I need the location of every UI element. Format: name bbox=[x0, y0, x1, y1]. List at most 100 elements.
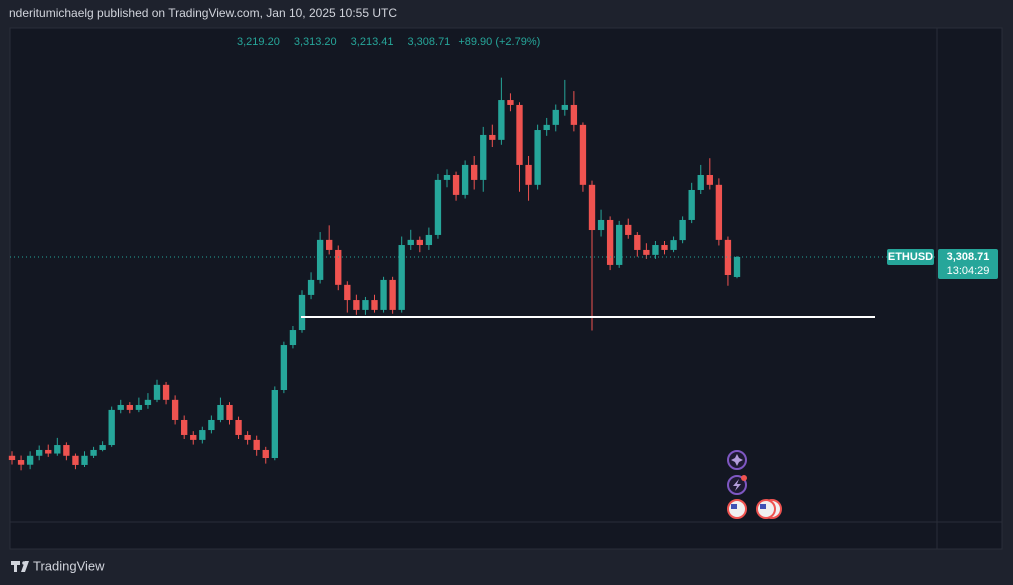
candle-body bbox=[253, 439, 260, 450]
brand-name: TradingView bbox=[33, 558, 105, 573]
candle-body bbox=[643, 249, 650, 255]
candle-body bbox=[380, 279, 387, 310]
candle-body bbox=[171, 399, 179, 420]
candle-body bbox=[425, 234, 433, 246]
candle-body bbox=[733, 256, 741, 277]
event-icon-glyph bbox=[733, 479, 741, 491]
candle-body bbox=[652, 245, 659, 255]
candle-body bbox=[561, 104, 568, 110]
candle-body bbox=[90, 449, 97, 456]
candle-body bbox=[298, 294, 306, 331]
candle-body bbox=[244, 434, 251, 440]
candle-body bbox=[570, 104, 578, 125]
candle-body bbox=[280, 345, 288, 390]
candle-body bbox=[235, 419, 242, 435]
candle-body bbox=[181, 419, 188, 435]
ohlc-value: 3,313.20 bbox=[294, 36, 337, 48]
candle-body bbox=[153, 384, 161, 400]
candle-body bbox=[199, 430, 206, 440]
candle-body bbox=[81, 455, 88, 465]
brand-logo-dot bbox=[22, 561, 26, 565]
flag-canton bbox=[731, 504, 737, 509]
candle-body bbox=[706, 174, 713, 185]
candle-body bbox=[525, 164, 532, 185]
candle-body bbox=[507, 100, 514, 105]
candle-body bbox=[217, 404, 224, 420]
candle-body bbox=[616, 224, 623, 265]
candle-body bbox=[190, 434, 197, 440]
candle-body bbox=[443, 174, 451, 180]
candle-body bbox=[416, 239, 423, 246]
candle-body bbox=[36, 449, 43, 456]
candle-body bbox=[126, 404, 133, 410]
candle-body bbox=[670, 240, 677, 250]
candle-body bbox=[8, 455, 16, 461]
ohlc-value: 3,213.41 bbox=[351, 36, 394, 48]
candle-body bbox=[326, 239, 333, 250]
candle-body bbox=[63, 445, 70, 456]
candle-body bbox=[208, 419, 215, 431]
price-tag bbox=[938, 248, 998, 279]
candle-body bbox=[489, 134, 496, 140]
candle-body bbox=[625, 224, 632, 235]
candle-body bbox=[498, 100, 505, 140]
candle-body bbox=[452, 174, 460, 195]
candle-body bbox=[45, 449, 52, 454]
candle-body bbox=[552, 109, 559, 125]
symbol-name: ETHUSD bbox=[888, 251, 933, 263]
event-icon-glyph bbox=[731, 454, 743, 466]
candle-body bbox=[534, 130, 541, 185]
price-tag-countdown: 13:04:29 bbox=[947, 265, 990, 277]
ohlc-legend: 3,219.20 3,313.20 3,213.41 3,308.71 +89.90 (… bbox=[237, 36, 540, 48]
candle-body bbox=[362, 300, 369, 310]
event-dot bbox=[741, 475, 747, 481]
ohlc-value: 3,308.71 bbox=[407, 36, 450, 48]
candle-body bbox=[606, 219, 614, 265]
candle-body bbox=[516, 104, 523, 165]
candle-body bbox=[434, 179, 442, 235]
symbol-tag bbox=[887, 248, 934, 265]
candle-body bbox=[316, 239, 324, 280]
candle-body bbox=[588, 184, 596, 231]
candle-body bbox=[262, 449, 269, 459]
chart-panel bbox=[9, 27, 1003, 550]
candle-body bbox=[697, 174, 704, 190]
candle-body bbox=[543, 124, 550, 131]
candle-body bbox=[389, 279, 396, 310]
candle-body bbox=[108, 409, 115, 446]
candle-body bbox=[661, 245, 668, 250]
price-tag-value: 3,308.71 bbox=[947, 251, 990, 263]
candle-body bbox=[480, 134, 487, 180]
candle-body bbox=[371, 300, 378, 310]
candle-body bbox=[54, 445, 61, 454]
candle-body bbox=[226, 404, 233, 420]
candle-body bbox=[72, 455, 79, 465]
candle-body bbox=[597, 219, 605, 231]
candle-body bbox=[335, 249, 342, 285]
candle-body bbox=[407, 239, 414, 246]
candle-body bbox=[724, 239, 732, 275]
candle-body bbox=[634, 234, 641, 250]
candle-body bbox=[398, 245, 405, 310]
byline: nderitumichaelg published on TradingView… bbox=[9, 6, 397, 20]
candle-body bbox=[688, 189, 695, 220]
candle-body bbox=[353, 300, 360, 310]
candle-body bbox=[471, 164, 478, 180]
candle-body bbox=[307, 279, 315, 295]
flag-canton bbox=[760, 504, 766, 509]
candle-body bbox=[715, 184, 723, 240]
candle-body bbox=[162, 384, 170, 400]
candle-body bbox=[144, 399, 152, 405]
change-value: +89.90 (+2.79%) bbox=[458, 36, 540, 48]
candle-body bbox=[289, 330, 297, 346]
candle-body bbox=[17, 460, 25, 465]
candle-body bbox=[26, 455, 34, 465]
candle-body bbox=[579, 124, 587, 185]
candle-body bbox=[99, 445, 106, 450]
candle-body bbox=[344, 284, 351, 301]
candle-body bbox=[135, 404, 143, 410]
candle-body bbox=[271, 389, 278, 459]
candle-body bbox=[117, 404, 124, 410]
